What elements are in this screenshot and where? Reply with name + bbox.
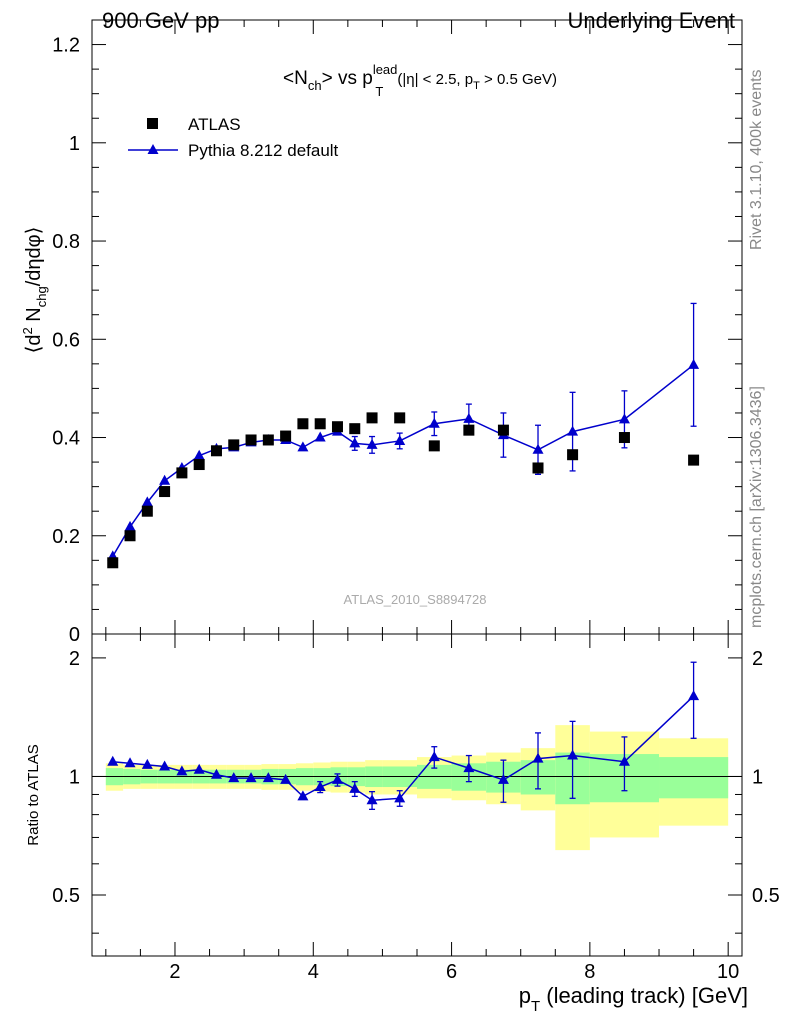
atlas-point	[159, 486, 171, 498]
rivet-label: Rivet 3.1.10, 400k events	[748, 69, 765, 250]
ratio-mc-point	[688, 690, 700, 701]
ratio-mc-point	[394, 792, 406, 803]
atlas-point	[394, 412, 406, 424]
ratio-mc-point	[366, 794, 378, 805]
main-y-tick-label: 0.2	[52, 526, 80, 548]
atlas-point	[688, 454, 700, 466]
ratio-mc-point	[159, 760, 171, 771]
main-y-tick-label: 0.4	[52, 428, 80, 450]
atlas-point	[497, 424, 509, 436]
atlas-point	[262, 434, 274, 446]
ratio-mc-point	[297, 790, 309, 801]
atlas-point	[280, 430, 292, 442]
ratio-y-tick-label-right: 1	[752, 766, 763, 788]
ratio-band-inner	[659, 757, 729, 799]
ratio-y-tick-label: 2	[69, 648, 80, 670]
mc-point	[688, 358, 700, 369]
ratio-y-tick-label-right: 0.5	[752, 885, 780, 907]
ratio-mc-point	[314, 781, 326, 792]
mc-point	[141, 496, 153, 507]
atlas-point	[297, 418, 309, 430]
ratio-mc-point	[228, 772, 240, 783]
atlas-point	[428, 440, 440, 452]
legend-mc-marker	[147, 144, 159, 154]
atlas-point	[124, 530, 136, 542]
ratio-y-axis-label: Ratio to ATLAS	[25, 744, 42, 845]
ratio-mc-point	[262, 772, 274, 783]
mc-point	[618, 413, 630, 424]
ratio-mc-point	[497, 773, 509, 784]
x-tick-label: 8	[584, 961, 595, 983]
atlas-point	[331, 421, 343, 433]
ratio-mc-point	[141, 758, 153, 769]
main-y-tick-label: 0	[69, 624, 80, 646]
mc-point	[428, 417, 440, 428]
main-y-tick-label: 1.2	[52, 35, 80, 57]
ratio-mc-point	[618, 755, 630, 766]
atlas-point	[107, 557, 119, 569]
mc-point	[394, 434, 406, 445]
atlas-point	[366, 412, 378, 424]
ratio-panel: 0.5 1 2 0.5 1 2 Ratio to ATLAS 2 4 6 8 10 pT (lea…	[25, 633, 780, 1015]
main-title: <Nch> vs plead T(|η| < 2.5, pT > 0.5 GeV)	[283, 62, 557, 99]
x-tick-label: 10	[717, 961, 739, 983]
main-y-tick-label: 0.6	[52, 329, 80, 351]
legend-mc-label: Pythia 8.212 default	[188, 141, 339, 160]
ratio-mc-point	[210, 768, 222, 779]
main-y-tick-label: 1	[69, 133, 80, 155]
ratio-mc-line	[112, 695, 695, 802]
mc-point	[532, 443, 544, 454]
legend-atlas-marker	[147, 118, 158, 129]
atlas-point	[193, 459, 205, 471]
mc-point	[366, 438, 378, 449]
x-tick-label: 2	[169, 961, 180, 983]
x-axis-label: pT (leading track) [GeV]	[519, 983, 748, 1015]
mc-point	[567, 425, 579, 436]
analysis-watermark: ATLAS_2010_S8894728	[344, 592, 487, 607]
ratio-mc-point	[428, 751, 440, 762]
ratio-mc-point	[280, 773, 292, 784]
ratio-y-tick-label-right: 2	[752, 648, 763, 670]
mc-point	[349, 437, 361, 448]
ratio-mc-point	[107, 755, 119, 766]
atlas-point	[463, 424, 475, 436]
mc-point	[463, 412, 475, 423]
main-panel: <Nch> vs plead T(|η| < 2.5, pT > 0.5 GeV)…	[20, 19, 743, 646]
atlas-point	[349, 423, 361, 435]
ratio-mc-point	[349, 782, 361, 793]
ratio-mc-point	[532, 752, 544, 763]
main-y-axis-label: ⟨d2 Nchg/dηdφ⟩	[20, 227, 49, 354]
mc-point	[193, 449, 205, 460]
atlas-point	[532, 462, 544, 474]
ratio-mc-point	[193, 763, 205, 774]
mc-point	[159, 474, 171, 485]
main-frame	[91, 19, 743, 635]
atlas-point	[210, 445, 222, 457]
atlas-point	[618, 432, 630, 444]
ratio-frame	[91, 633, 743, 957]
atlas-point	[567, 449, 579, 461]
atlas-point	[228, 439, 240, 451]
x-tick-label: 4	[308, 961, 319, 983]
mcplots-label: mcplots.cern.ch [arXiv:1306.3436]	[748, 386, 765, 628]
x-tick-label: 6	[446, 961, 457, 983]
ratio-mc-point	[463, 762, 475, 773]
mc-point	[314, 431, 326, 442]
atlas-point	[245, 434, 257, 446]
ratio-mc-point	[124, 757, 136, 768]
atlas-point	[314, 418, 326, 430]
mc-point	[297, 441, 309, 452]
ratio-y-tick-label: 1	[69, 766, 80, 788]
atlas-point	[141, 505, 153, 517]
main-y-tick-label: 0.8	[52, 231, 80, 253]
ratio-y-tick-label: 0.5	[52, 885, 80, 907]
ratio-mc-point	[245, 772, 257, 783]
atlas-point	[176, 467, 188, 479]
ratio-mc-point	[331, 773, 343, 784]
ratio-mc-point	[176, 765, 188, 776]
legend-atlas-label: ATLAS	[188, 115, 241, 134]
ratio-mc-point	[567, 749, 579, 760]
mc-point	[124, 520, 136, 531]
